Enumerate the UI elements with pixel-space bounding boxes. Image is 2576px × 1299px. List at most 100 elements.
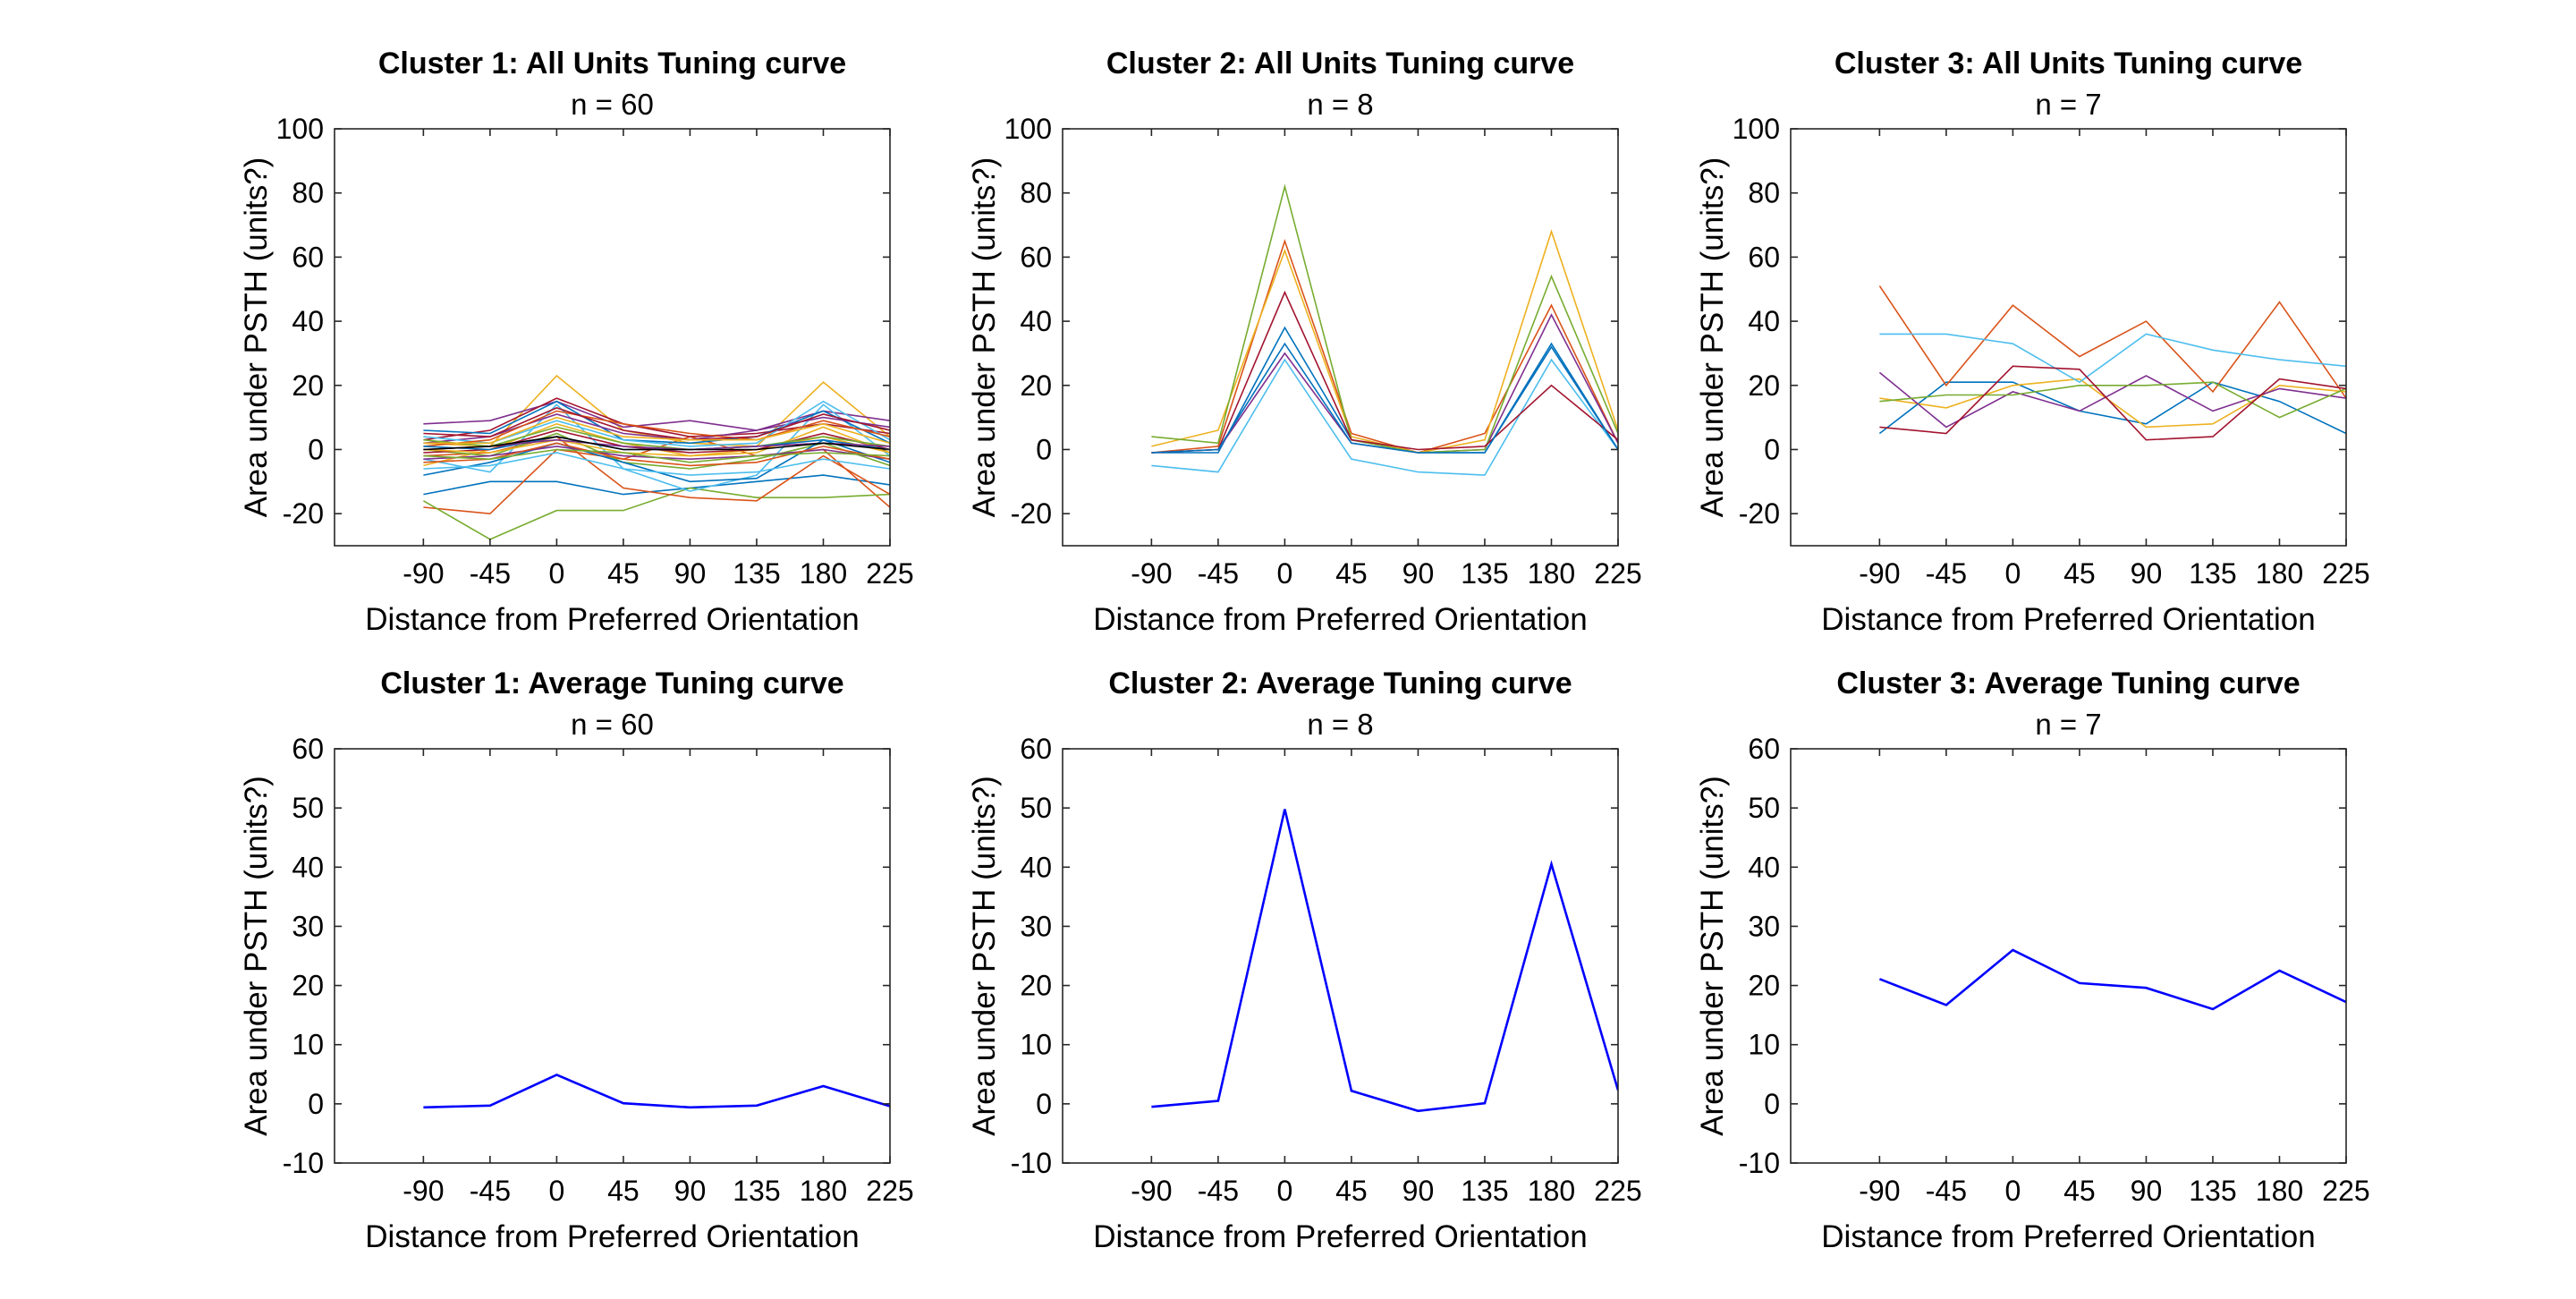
series-line-4 xyxy=(423,400,890,431)
subplot-subtitle: n = 8 xyxy=(1307,708,1373,741)
series-line-8 xyxy=(1151,342,1618,454)
x-tick-label: 45 xyxy=(2063,1175,2096,1207)
x-tick-label: 45 xyxy=(1335,1175,1368,1207)
x-axis-label: Distance from Preferred Orientation xyxy=(1093,1219,1587,1254)
x-tick-label: 90 xyxy=(674,557,707,590)
axes-box xyxy=(1790,748,2347,1164)
series-line-24 xyxy=(423,416,890,445)
series-line-1 xyxy=(423,1073,890,1109)
y-tick-label: 100 xyxy=(1004,113,1052,145)
series-group xyxy=(1151,183,1618,476)
x-tick-label: 90 xyxy=(1402,557,1435,590)
x-tick-label: 135 xyxy=(1461,1175,1508,1207)
y-tick-label: -10 xyxy=(1011,1147,1052,1179)
y-tick-label: 20 xyxy=(1748,369,1780,402)
series-line-27 xyxy=(423,436,890,451)
x-tick-label: 180 xyxy=(2256,557,2303,590)
x-axis-label: Distance from Preferred Orientation xyxy=(365,1219,859,1254)
x-tick-label: -90 xyxy=(1859,557,1900,590)
series-line-1 xyxy=(423,474,890,496)
y-tick-label: 30 xyxy=(1748,910,1780,942)
x-tick-label: 135 xyxy=(1461,557,1508,590)
y-tick-label: 50 xyxy=(292,792,324,824)
x-tick-label: 0 xyxy=(549,557,565,590)
x-tick-label: -45 xyxy=(1198,557,1239,590)
y-tick-label: -20 xyxy=(1011,497,1052,530)
x-tick-label: 180 xyxy=(1528,1175,1575,1207)
y-tick-label: 40 xyxy=(1020,305,1052,337)
x-tick-label: 45 xyxy=(607,1175,640,1207)
series-line-2 xyxy=(1878,285,2346,399)
axes-box xyxy=(1062,748,1619,1164)
series-line-8 xyxy=(423,400,890,445)
series-line-7 xyxy=(1151,290,1618,454)
y-tick-label: 0 xyxy=(308,433,324,465)
y-tick-label: 80 xyxy=(1020,177,1052,209)
x-axis-label: Distance from Preferred Orientation xyxy=(1821,1219,2315,1254)
y-tick-label: 40 xyxy=(1748,851,1780,883)
subplot-title: Cluster 1: Average Tuning curve xyxy=(380,666,843,700)
y-tick-label: -10 xyxy=(1739,1147,1780,1179)
x-tick-label: 135 xyxy=(2189,557,2236,590)
axes-box xyxy=(334,128,891,547)
subplot-subtitle: n = 8 xyxy=(1307,88,1373,121)
x-tick-label: -45 xyxy=(470,1175,511,1207)
y-tick-label: 10 xyxy=(292,1029,324,1061)
x-tick-label: -90 xyxy=(1131,557,1172,590)
y-tick-label: 50 xyxy=(1748,792,1780,824)
y-tick-label: 20 xyxy=(1020,369,1052,402)
x-tick-label: 225 xyxy=(2322,1175,2369,1207)
series-group xyxy=(423,1073,890,1109)
series-line-4 xyxy=(1878,371,2346,429)
subplot-subtitle: n = 60 xyxy=(571,88,654,121)
series-group xyxy=(1878,948,2346,1011)
series-group xyxy=(423,374,890,540)
x-tick-label: 90 xyxy=(2131,1175,2163,1207)
x-tick-label: -90 xyxy=(1131,1175,1172,1207)
subplot-subtitle: n = 60 xyxy=(571,708,654,741)
series-line-17 xyxy=(423,426,890,457)
x-tick-label: 0 xyxy=(1277,1175,1293,1207)
series-line-2 xyxy=(1151,238,1618,454)
y-tick-label: 40 xyxy=(292,851,324,883)
y-tick-label: 20 xyxy=(292,369,324,402)
series-line-23 xyxy=(423,442,890,467)
y-tick-label: 20 xyxy=(292,970,324,1002)
series-line-6 xyxy=(1151,358,1618,476)
x-tick-label: 180 xyxy=(800,557,847,590)
series-line-20 xyxy=(423,452,890,476)
series-line-7 xyxy=(1879,365,2346,441)
y-tick-label: 60 xyxy=(292,241,324,273)
x-tick-label: -45 xyxy=(1926,557,1967,590)
y-tick-label: -20 xyxy=(283,497,324,530)
y-tick-label: 10 xyxy=(1748,1029,1780,1061)
x-tick-label: 225 xyxy=(2322,557,2369,590)
subplot-title: Cluster 2: All Units Tuning curve xyxy=(1106,47,1574,81)
x-axis-label: Distance from Preferred Orientation xyxy=(1821,602,2315,637)
series-line-11 xyxy=(423,413,890,445)
series-line-3 xyxy=(1879,378,2346,429)
series-line-5 xyxy=(1151,183,1618,454)
y-axis-label: Area under PSTH (units?) xyxy=(1695,776,1730,1136)
y-tick-label: 20 xyxy=(1020,970,1052,1002)
x-tick-label: -90 xyxy=(402,557,444,590)
x-tick-label: 45 xyxy=(1335,557,1368,590)
axes-box xyxy=(1790,128,2347,547)
x-tick-label: 135 xyxy=(733,557,780,590)
x-axis-label: Distance from Preferred Orientation xyxy=(365,602,859,637)
series-line-19 xyxy=(423,426,890,451)
x-tick-label: 0 xyxy=(2005,1175,2021,1207)
x-axis-label: Distance from Preferred Orientation xyxy=(1093,602,1587,637)
series-line-1 xyxy=(1878,381,2346,435)
series-line-7 xyxy=(423,397,890,441)
x-tick-label: 45 xyxy=(607,557,640,590)
series-line-1 xyxy=(1151,809,1618,1113)
subplot-3: Cluster 3: All Units Tuning curve n = 7 -9… xyxy=(1695,47,2370,637)
y-tick-label: 40 xyxy=(1748,305,1780,337)
subplot-1: Cluster 1: All Units Tuning curve n = 60 -… xyxy=(239,47,914,637)
subplot-title: Cluster 3: Average Tuning curve xyxy=(1836,666,2300,700)
series-line-16 xyxy=(423,410,890,447)
series-line-1 xyxy=(1878,948,2346,1011)
y-tick-label: 20 xyxy=(1748,970,1780,1002)
